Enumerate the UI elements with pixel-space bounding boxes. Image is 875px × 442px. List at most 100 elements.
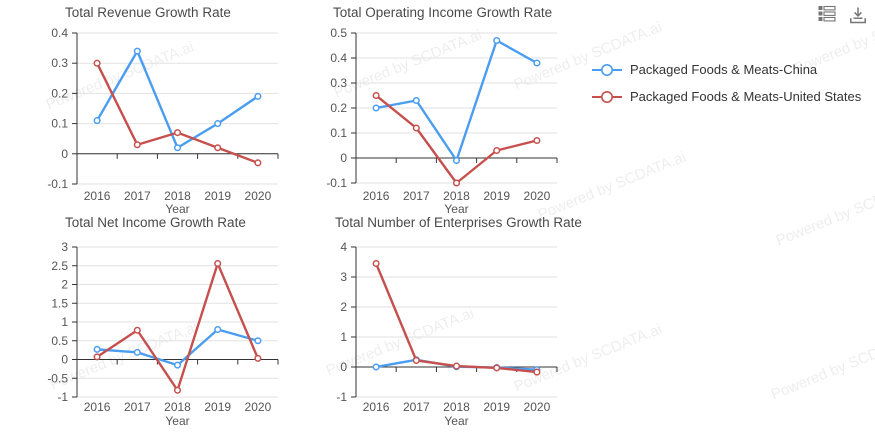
data-point-marker bbox=[173, 129, 182, 137]
legend-item-china[interactable]: Packaged Foods & Meats-China bbox=[591, 62, 861, 77]
data-point-marker bbox=[412, 124, 420, 132]
x-category-label: 2016 bbox=[363, 189, 390, 203]
y-tick-label: -1 bbox=[57, 390, 68, 404]
x-axis-name: Year bbox=[165, 414, 189, 428]
axes: -1 -0.5 0 0.5 1 1.5 2 2.5 3 2016 2017 2018 2019 2020 bbox=[47, 240, 279, 414]
y-tick-label: 1.5 bbox=[51, 296, 68, 310]
y-tick-label: 2 bbox=[340, 300, 347, 314]
axes: -0.1 0 0.1 0.2 0.3 0.4 0.5 2016 2017 2018 2019 2020 bbox=[326, 26, 558, 203]
x-category-label: 2017 bbox=[403, 189, 430, 203]
series-packaged-foods-meats-united-states bbox=[372, 259, 541, 376]
x-category-label: 2016 bbox=[84, 400, 111, 414]
y-tick-label: 0 bbox=[61, 353, 68, 367]
series-packaged-foods-meats-united-states bbox=[93, 59, 262, 167]
series-packaged-foods-meats-china bbox=[372, 36, 541, 165]
chart-title: Total Number of Enterprises Growth Rate bbox=[335, 215, 582, 230]
x-category-label: 2019 bbox=[204, 189, 231, 203]
axes: -1 0 1 2 3 4 2016 2017 2018 2019 2020 bbox=[336, 240, 558, 414]
y-tick-label: 2.5 bbox=[51, 259, 68, 273]
y-tick-label: 0.4 bbox=[51, 26, 68, 40]
data-point-marker bbox=[173, 361, 182, 369]
gridlines bbox=[77, 32, 278, 185]
chart-total-revenue-growth-rate: Total Revenue Growth Rate -0.1 0 0.1 0.2 0.3… bbox=[47, 5, 279, 216]
data-point-marker bbox=[173, 386, 182, 394]
data-point-marker bbox=[93, 353, 101, 361]
data-point-marker bbox=[372, 259, 380, 268]
data-point-marker bbox=[254, 337, 262, 345]
y-tick-label: 3 bbox=[340, 270, 347, 284]
data-point-marker bbox=[452, 362, 461, 370]
y-tick-label: 0.2 bbox=[51, 86, 68, 100]
y-tick-label: 0.3 bbox=[330, 76, 347, 90]
data-point-marker bbox=[452, 156, 461, 165]
x-category-label: 2018 bbox=[164, 400, 191, 414]
legend: Packaged Foods & Meats-China Packaged Fo… bbox=[591, 62, 861, 116]
x-category-label: 2017 bbox=[124, 189, 151, 203]
line-circle-marker-icon bbox=[592, 63, 622, 76]
y-tick-label: 0.2 bbox=[330, 101, 347, 115]
legend-item-united-states[interactable]: Packaged Foods & Meats-United States bbox=[591, 89, 861, 104]
chart-total-number-of-enterprises-growth-rate: Total Number of Enterprises Growth Rate … bbox=[335, 215, 582, 428]
x-axis-name: Year bbox=[444, 202, 468, 216]
data-point-marker bbox=[372, 363, 380, 371]
data-point-marker bbox=[452, 179, 461, 187]
chart-title: Total Net Income Growth Rate bbox=[65, 215, 246, 230]
data-point-marker bbox=[133, 348, 141, 356]
series-packaged-foods-meats-united-states bbox=[93, 259, 262, 394]
x-category-label: 2018 bbox=[164, 189, 191, 203]
y-tick-label: 0 bbox=[61, 147, 68, 161]
plot-area: -1 0 1 2 3 4 2016 2017 2018 2019 2020 bbox=[336, 240, 558, 414]
y-tick-label: 0 bbox=[340, 360, 347, 374]
data-point-marker bbox=[214, 325, 222, 334]
x-axis-name: Year bbox=[165, 202, 189, 216]
y-tick-label: 0.5 bbox=[330, 26, 347, 40]
y-tick-label: 0.1 bbox=[51, 117, 68, 131]
chart-title: Total Operating Income Growth Rate bbox=[333, 5, 552, 20]
y-tick-label: 3 bbox=[61, 240, 68, 254]
data-point-marker bbox=[214, 259, 222, 268]
y-tick-label: 0.1 bbox=[330, 126, 347, 140]
chart-total-operating-income-growth-rate: Total Operating Income Growth Rate -0.1 0… bbox=[326, 5, 558, 216]
data-point-marker bbox=[412, 96, 420, 105]
axes: -0.1 0 0.1 0.2 0.3 0.4 2016 2017 2018 2019 2020 bbox=[47, 26, 279, 203]
x-axis-name: Year bbox=[444, 414, 468, 428]
plot-area: -0.1 0 0.1 0.2 0.3 0.4 0.5 2016 2017 2018 2019 2020 bbox=[326, 26, 558, 203]
y-tick-label: 0.4 bbox=[330, 51, 347, 65]
legend-label-china: Packaged Foods & Meats-China bbox=[630, 62, 818, 77]
y-tick-label: -0.5 bbox=[47, 371, 68, 385]
y-tick-label: -0.1 bbox=[326, 176, 347, 190]
data-point-marker bbox=[133, 47, 141, 55]
data-point-marker bbox=[493, 364, 501, 372]
y-tick-label: 2 bbox=[61, 278, 68, 292]
data-point-marker bbox=[493, 36, 501, 45]
x-category-label: 2020 bbox=[524, 400, 551, 414]
y-tick-label: -0.1 bbox=[47, 177, 68, 191]
data-point-marker bbox=[493, 146, 501, 155]
data-point-marker bbox=[173, 144, 182, 152]
series-packaged-foods-meats-china bbox=[93, 325, 262, 369]
x-category-label: 2019 bbox=[483, 400, 510, 414]
y-tick-label: 0 bbox=[340, 151, 347, 165]
y-tick-label: 1 bbox=[61, 315, 68, 329]
x-category-label: 2018 bbox=[443, 189, 470, 203]
plot-area: -0.1 0 0.1 0.2 0.3 0.4 2016 2017 2018 2019 2020 bbox=[47, 26, 279, 203]
data-point-marker bbox=[93, 345, 101, 353]
data-point-marker bbox=[254, 159, 262, 167]
x-category-label: 2017 bbox=[403, 400, 430, 414]
legend-label-united-states: Packaged Foods & Meats-United States bbox=[630, 89, 862, 104]
x-category-label: 2017 bbox=[124, 400, 151, 414]
data-view-icon[interactable] bbox=[818, 5, 836, 22]
data-point-marker bbox=[533, 59, 541, 67]
data-point-marker bbox=[214, 120, 222, 128]
y-tick-label: 0.5 bbox=[51, 334, 68, 348]
data-point-marker bbox=[372, 91, 380, 100]
series-packaged-foods-meats-china bbox=[93, 47, 262, 152]
x-category-label: 2019 bbox=[204, 400, 231, 414]
y-tick-label: 0.3 bbox=[51, 56, 68, 70]
data-point-marker bbox=[412, 356, 420, 364]
plot-area: -1 -0.5 0 0.5 1 1.5 2 2.5 3 2016 2017 2018 2019 2020 bbox=[47, 240, 279, 414]
x-category-label: 2020 bbox=[245, 189, 272, 203]
download-icon[interactable] bbox=[848, 5, 868, 26]
chart-total-net-income-growth-rate: Total Net Income Growth Rate -1 -0.5 0 0.5 1… bbox=[47, 215, 279, 428]
